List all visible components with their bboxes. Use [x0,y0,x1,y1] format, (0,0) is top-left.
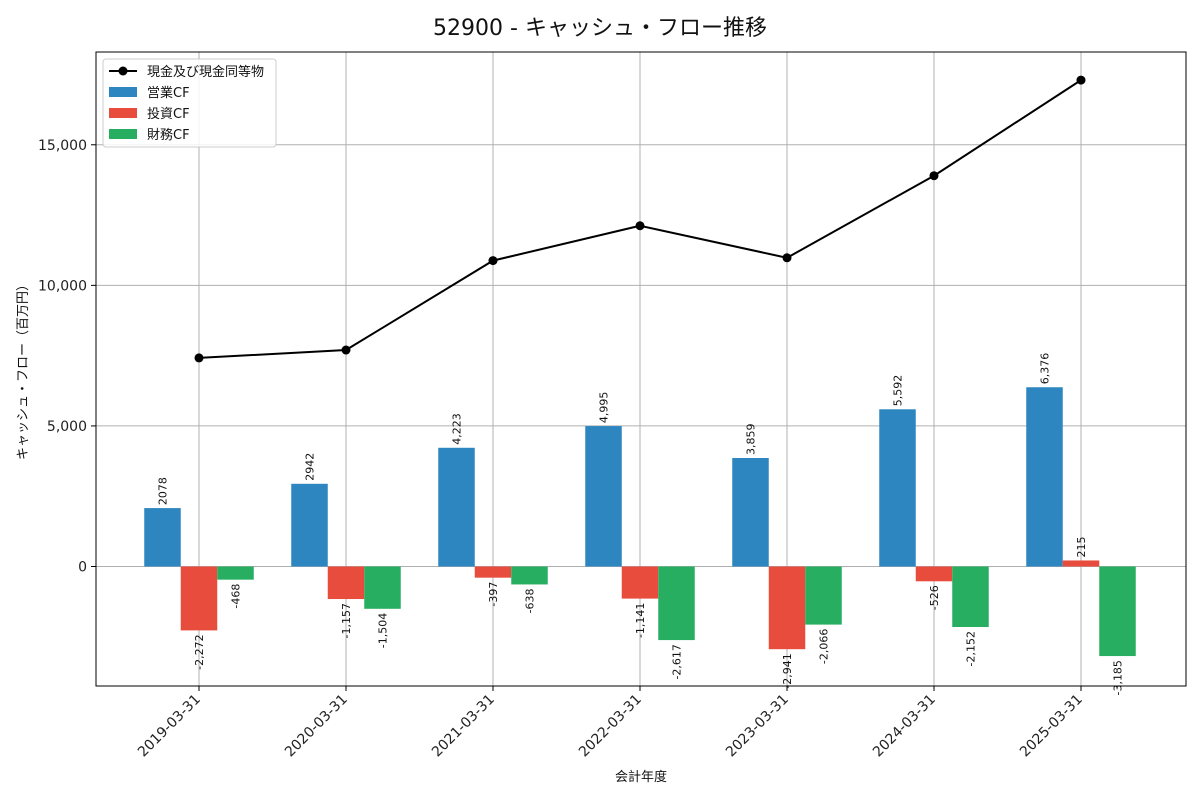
y-axis-label: キャッシュ・フロー（百万円） [16,278,31,460]
bar-1 [915,566,953,582]
cash-line-point [194,353,204,363]
bar-0 [732,458,769,567]
cash-line [194,75,1086,363]
bar-value-label: -2,941 [781,653,794,688]
bar-0 [1026,387,1063,567]
bars [144,387,1136,657]
bar-1 [768,566,806,650]
cash-line-point [341,345,351,355]
bar-value-label: -1,504 [377,613,390,648]
bar-value-label: -468 [230,584,243,609]
bar-2 [658,566,695,641]
legend-label: 投資CF [147,106,190,122]
bar-value-label: -638 [524,588,537,613]
bar-value-label: 2942 [304,453,317,481]
legend-swatch [109,108,137,118]
y-tick-label: 10,000 [38,278,87,294]
bar-2 [364,566,401,609]
x-tick-label: 2022-03-31 [576,692,645,761]
bar-value-label: 215 [1075,536,1088,557]
y-tick-label: 5,000 [47,419,87,435]
bar-value-label: 4,223 [451,413,464,445]
bar-1 [474,566,512,578]
x-tick-label: 2020-03-31 [282,692,351,761]
cash-line-point [635,221,645,231]
x-tick-label: 2019-03-31 [135,692,204,761]
cash-line-point [782,253,792,263]
bar-value-label: -1,141 [634,603,647,638]
bar-value-label: 6,376 [1039,353,1052,385]
bar-value-label: 3,859 [745,424,758,456]
legend-label: 現金及び現金同等物 [147,64,264,80]
cash-line-point [1076,75,1086,85]
bar-0 [144,508,181,567]
bar-0 [585,426,622,567]
x-tick-label: 2023-03-31 [723,692,792,761]
bar-1 [621,566,659,599]
bar-2 [1099,566,1136,657]
legend-label: 財務CF [147,128,190,143]
cash-line-point [488,256,498,266]
plot-frame [95,51,1187,687]
cash-line-point [929,171,939,181]
bar-value-label: 5,592 [892,375,905,407]
legend-box [102,58,277,148]
y-tick-label: 0 [78,560,87,576]
x-tick-label: 2021-03-31 [429,692,498,761]
bar-value-label: -526 [928,585,941,610]
x-axis-label: 会計年度 [615,769,667,785]
chart-title: 52900 - キャッシュ・フロー推移 [433,16,767,41]
bar-value-label: -1,157 [340,603,353,638]
bar-value-label: -2,617 [671,644,684,679]
bar-value-label: -397 [487,582,500,607]
bar-value-label: -2,066 [818,629,831,664]
bar-2 [217,566,254,580]
bar-value-label: -2,152 [965,631,978,666]
bar-0 [879,409,916,567]
bar-1 [1062,560,1100,567]
bar-2 [511,566,548,585]
legend-swatch [109,129,137,139]
x-tick-label: 2025-03-31 [1017,692,1086,761]
bar-1 [180,566,218,631]
bar-2 [805,566,842,625]
data-labels: 2078 2942 4,223 4,995 3,859 5,592 6,376 -2,272 -… [157,353,1125,696]
x-tick-label: 2024-03-31 [870,692,939,761]
bar-0 [438,447,475,567]
legend-swatch [109,87,137,97]
bar-0 [291,483,328,567]
bar-value-label: 4,995 [598,392,611,424]
bar-1 [327,566,365,600]
bar-value-label: 2078 [157,477,170,505]
bar-2 [952,566,989,628]
legend-marker [118,66,128,76]
bar-value-label: -3,185 [1112,660,1125,695]
bar-value-label: -2,272 [193,634,206,669]
y-tick-label: 15,000 [38,138,87,154]
legend-label: 営業CF [147,85,190,101]
